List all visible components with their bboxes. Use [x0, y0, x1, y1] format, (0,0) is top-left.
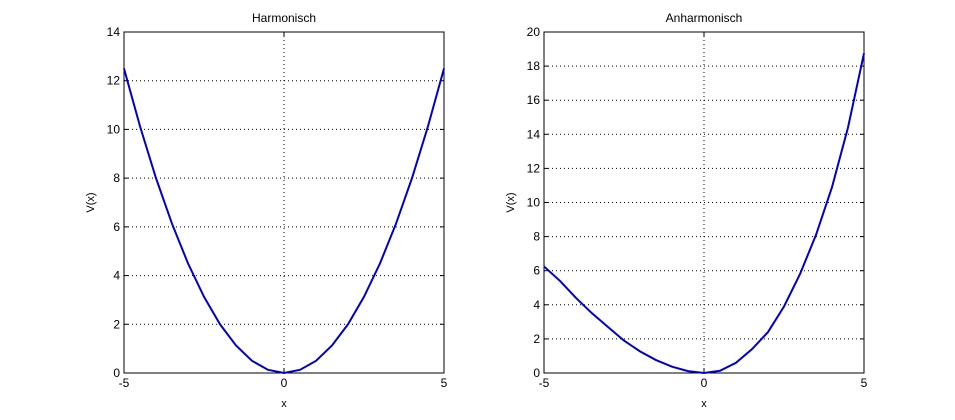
- x-tick-label: 0: [281, 376, 288, 390]
- x-axis-label: x: [281, 398, 287, 410]
- chart-title: Harmonisch: [252, 11, 316, 25]
- y-tick-label: 10: [107, 122, 121, 136]
- y-tick-label: 4: [113, 269, 120, 283]
- y-tick-label: 4: [533, 298, 540, 312]
- y-tick-label: 14: [107, 25, 121, 39]
- y-axis-label: V(x): [85, 192, 97, 212]
- series-line: [123, 68, 445, 375]
- y-tick-label: 6: [113, 220, 120, 234]
- y-tick-label: 8: [113, 171, 120, 185]
- x-tick-label: 0: [701, 376, 708, 390]
- y-tick-label: 18: [527, 59, 541, 73]
- y-tick-label: 0: [533, 366, 540, 380]
- y-axis-label: V(x): [505, 192, 517, 212]
- series-line: [543, 53, 865, 375]
- y-tick-label: 10: [527, 196, 541, 210]
- chart-title: Anharmonisch: [666, 11, 743, 25]
- plot-area: [123, 31, 445, 374]
- y-tick-label: 14: [527, 127, 541, 141]
- y-tick-label: 12: [527, 161, 541, 175]
- y-tick-label: 8: [533, 230, 540, 244]
- y-tick-label: 20: [527, 25, 541, 39]
- y-tick-label: 12: [107, 74, 121, 88]
- x-axis-label: x: [701, 398, 707, 410]
- x-tick-label: -5: [539, 376, 550, 390]
- x-tick-label: 5: [441, 376, 448, 390]
- x-tick-label: -5: [119, 376, 130, 390]
- y-tick-label: 2: [113, 317, 120, 331]
- y-tick-label: 6: [533, 264, 540, 278]
- y-tick-label: 2: [533, 332, 540, 346]
- x-tick-label: 5: [861, 376, 868, 390]
- y-tick-label: 16: [527, 93, 541, 107]
- y-tick-label: 0: [113, 366, 120, 380]
